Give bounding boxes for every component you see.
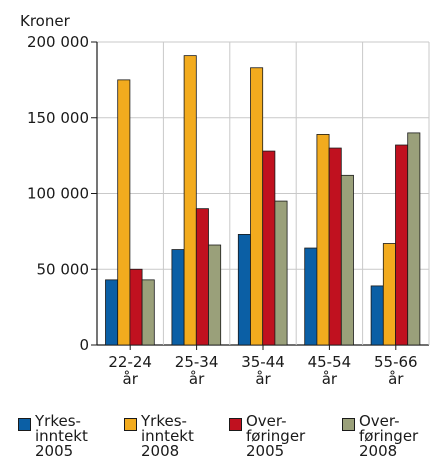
x-tick-label-unit: år <box>388 370 404 388</box>
bar <box>274 200 288 346</box>
x-tick-label-unit: år <box>255 370 271 388</box>
y-tick-label: 100 000 <box>27 185 89 203</box>
bar <box>328 147 342 346</box>
legend-swatch <box>229 418 242 431</box>
bar <box>171 249 185 346</box>
x-tick-label: 45-54 <box>308 353 352 371</box>
y-tick-label: 200 000 <box>27 33 89 51</box>
bar-chart: Kroner 0 50 000 100 000 150 000 200 000 22-2… <box>20 12 430 388</box>
legend-label: Yrkes- inntekt 2008 <box>141 412 194 460</box>
legend-label: Over- føringer 2005 <box>246 412 306 460</box>
x-tick-label: 22-24 <box>108 353 152 371</box>
bar <box>407 132 421 346</box>
bar <box>262 150 276 346</box>
legend-swatch <box>18 418 31 431</box>
bar <box>382 243 396 346</box>
x-tick-label: 25-34 <box>175 353 219 371</box>
y-axis-label: Kroner <box>20 12 71 30</box>
bar <box>316 134 330 346</box>
legend-label: Over- føringer 2008 <box>359 412 419 460</box>
x-tick-label-unit: år <box>189 370 205 388</box>
x-tick-label-unit: år <box>123 370 139 388</box>
x-tick-label-unit: år <box>322 370 338 388</box>
bar <box>395 144 409 346</box>
bar <box>370 285 384 346</box>
bar <box>340 174 354 346</box>
bar <box>195 208 209 346</box>
bar <box>117 79 131 346</box>
y-tick-labels: 0 50 000 100 000 150 000 200 000 <box>27 33 89 354</box>
legend-label: Yrkes- inntekt 2005 <box>35 412 88 460</box>
bar <box>129 268 143 346</box>
legend: Yrkes- inntekt 2005 Yrkes- inntekt 2008 … <box>18 414 433 472</box>
bar <box>105 279 119 346</box>
bar <box>237 234 251 346</box>
y-tick-label: 0 <box>79 336 89 354</box>
legend-swatch <box>342 418 355 431</box>
y-tick-label: 150 000 <box>27 109 89 127</box>
bar <box>183 55 197 346</box>
x-tick-label: 55-66 <box>374 353 418 371</box>
bar <box>208 244 222 346</box>
bar <box>250 67 264 346</box>
legend-swatch <box>124 418 137 431</box>
bar <box>304 247 318 346</box>
bar <box>141 279 155 346</box>
x-tick-label: 35-44 <box>241 353 285 371</box>
bars <box>105 55 421 346</box>
y-tick-label: 50 000 <box>37 260 90 278</box>
